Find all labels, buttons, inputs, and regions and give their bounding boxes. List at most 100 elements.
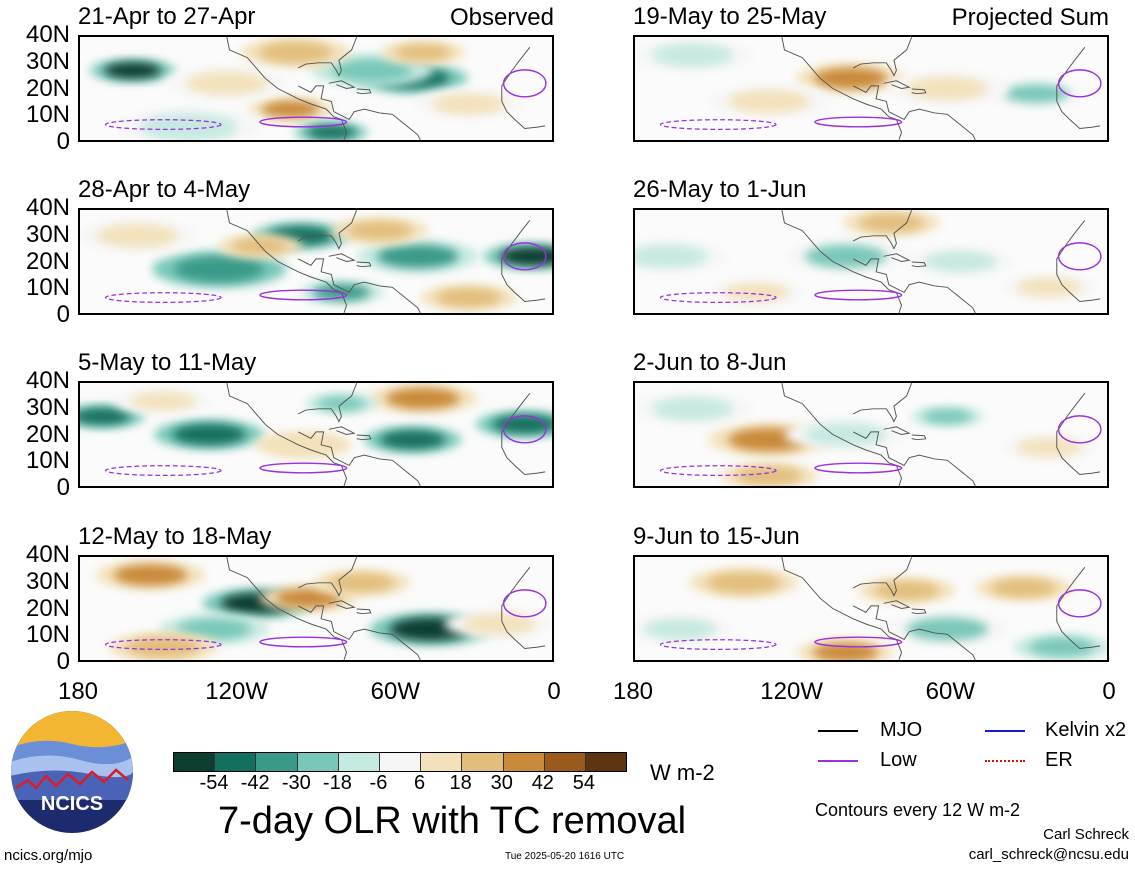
coastline — [852, 258, 976, 313]
olr-anomaly-core — [874, 581, 940, 600]
lat-tick-label: 30N — [25, 567, 70, 595]
olr-anomaly-core — [492, 414, 552, 434]
lon-tick-label: 60W — [370, 678, 420, 705]
olr-anomaly-core — [1016, 277, 1082, 297]
olr-anomaly-core — [80, 408, 131, 425]
lat-tick-label: 0 — [56, 301, 70, 328]
coastline — [297, 210, 358, 250]
coastline — [852, 383, 913, 423]
olr-anomaly-core — [113, 564, 188, 586]
low-contour-dashed — [104, 465, 222, 476]
low-contour-dashed — [104, 292, 222, 303]
low-contour — [814, 636, 903, 648]
olr-anomaly-core — [377, 244, 459, 268]
colorbar-swatch — [503, 753, 545, 771]
olr-anomaly-core — [306, 125, 356, 140]
olr-anomaly-core — [331, 58, 413, 83]
colorbar-tick-label: 6 — [413, 772, 426, 794]
lat-tick-label: 40N — [25, 367, 70, 394]
colorbar-swatch — [462, 753, 504, 771]
colorbar-swatch — [585, 753, 627, 771]
author-email: carl_schreck@ncsu.edu — [968, 846, 1129, 863]
coastline — [501, 47, 546, 129]
olr-anomaly-core — [174, 256, 265, 282]
olr-anomaly-core — [652, 397, 734, 421]
lat-tick-label: 0 — [56, 128, 70, 155]
coastline — [883, 426, 911, 435]
olr-anomaly-core — [97, 224, 179, 248]
low-contour — [502, 415, 547, 444]
olr-anomaly-core — [139, 113, 238, 140]
low-contour-dashed — [104, 639, 222, 650]
lat-tick-label: 10N — [25, 447, 70, 475]
coastline — [356, 88, 372, 95]
low-contour — [814, 462, 903, 474]
olr-anomaly-core — [723, 283, 790, 302]
observed-label: Observed — [449, 4, 554, 31]
colorbar-tick-label: -6 — [369, 772, 388, 794]
colorbar-swatch — [215, 753, 257, 771]
olr-anomaly-core — [906, 617, 989, 641]
coastline — [328, 253, 356, 262]
olr-anomaly-core — [499, 247, 552, 266]
panel-title: 12-May to 18-May — [78, 523, 272, 550]
colorbar-tick-label: -30 — [281, 772, 311, 794]
colorbar — [173, 752, 627, 772]
olr-anomaly-core — [329, 573, 395, 593]
lon-tick-label: 0 — [547, 678, 561, 705]
colorbar-tick-label: 42 — [531, 772, 554, 794]
olr-anomaly-core — [922, 409, 972, 424]
legend-label-mjo: MJO — [880, 719, 923, 741]
coastline — [297, 37, 358, 77]
olr-map-panel — [633, 35, 1109, 142]
colorbar-tick-label: -54 — [199, 772, 229, 794]
olr-map-panel — [78, 208, 554, 315]
coastline — [328, 600, 356, 609]
colorbar-tick-label: -42 — [240, 772, 270, 794]
olr-anomaly-core — [906, 76, 989, 101]
colorbar-tick-label: 18 — [449, 772, 472, 794]
legend-label-er: ER — [1045, 749, 1073, 771]
olr-anomaly-core — [172, 424, 246, 445]
olr-anomaly-core — [432, 93, 506, 115]
olr-anomaly-core — [643, 618, 717, 640]
colorbar-tick-label: 54 — [572, 772, 596, 794]
coastline — [1056, 220, 1101, 302]
olr-anomaly-core — [804, 422, 887, 447]
coastline — [297, 605, 421, 660]
olr-anomaly-core — [462, 613, 536, 635]
coastline — [911, 608, 927, 615]
olr-map-panel — [78, 555, 554, 662]
legend-line-low — [818, 760, 858, 762]
low-contour — [502, 242, 547, 271]
coastline — [501, 220, 546, 302]
olr-anomaly-core — [728, 89, 810, 113]
ncics-logo: NCICS — [11, 711, 133, 833]
site-url[interactable]: ncics.org/mjo — [4, 847, 93, 864]
lon-tick-label: 180 — [612, 678, 654, 705]
legend-line-kelvin — [985, 730, 1025, 732]
coastline — [852, 37, 913, 77]
coastline — [328, 426, 356, 435]
coastline — [297, 85, 421, 140]
coastline — [226, 210, 348, 313]
coastline — [226, 383, 348, 486]
olr-map-panel — [633, 381, 1109, 488]
olr-anomaly-core — [177, 618, 251, 640]
low-contour — [502, 589, 547, 618]
coastline — [911, 261, 927, 268]
projected-label: Projected Sum — [951, 4, 1109, 31]
olr-anomaly-core — [652, 43, 734, 67]
coastline — [501, 567, 546, 649]
logo-text: NCICS — [41, 793, 103, 815]
low-contour-dashed — [104, 119, 222, 130]
low-contour — [1057, 69, 1102, 98]
olr-anomaly-core — [380, 430, 446, 449]
low-contour — [259, 462, 348, 474]
olr-anomaly-core — [635, 244, 709, 268]
olr-anomaly-core — [1003, 84, 1070, 103]
olr-anomaly-core — [1029, 637, 1095, 657]
lat-tick-label: 40N — [25, 21, 70, 48]
coastline — [883, 253, 911, 262]
panel-title: 21-Apr to 27-Apr — [78, 3, 256, 30]
